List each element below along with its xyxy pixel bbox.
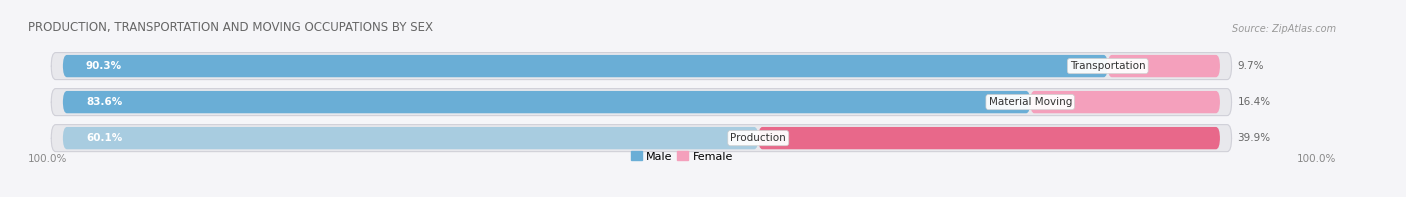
Text: 39.9%: 39.9% bbox=[1237, 133, 1271, 143]
FancyBboxPatch shape bbox=[63, 55, 1108, 77]
FancyBboxPatch shape bbox=[51, 125, 1232, 152]
Text: Production: Production bbox=[730, 133, 786, 143]
FancyBboxPatch shape bbox=[51, 53, 1232, 80]
Text: 90.3%: 90.3% bbox=[86, 61, 122, 71]
FancyBboxPatch shape bbox=[51, 89, 1232, 116]
FancyBboxPatch shape bbox=[1108, 55, 1220, 77]
Text: 100.0%: 100.0% bbox=[1296, 154, 1336, 164]
FancyBboxPatch shape bbox=[63, 91, 1031, 113]
Text: 60.1%: 60.1% bbox=[86, 133, 122, 143]
FancyBboxPatch shape bbox=[758, 127, 1220, 149]
Text: 9.7%: 9.7% bbox=[1237, 61, 1264, 71]
FancyBboxPatch shape bbox=[63, 127, 758, 149]
Text: Material Moving: Material Moving bbox=[988, 97, 1071, 107]
Text: 16.4%: 16.4% bbox=[1237, 97, 1271, 107]
Text: Source: ZipAtlas.com: Source: ZipAtlas.com bbox=[1232, 24, 1336, 34]
FancyBboxPatch shape bbox=[1031, 91, 1220, 113]
Text: 83.6%: 83.6% bbox=[86, 97, 122, 107]
Text: PRODUCTION, TRANSPORTATION AND MOVING OCCUPATIONS BY SEX: PRODUCTION, TRANSPORTATION AND MOVING OC… bbox=[28, 21, 433, 34]
Text: Transportation: Transportation bbox=[1070, 61, 1146, 71]
Legend: Male, Female: Male, Female bbox=[626, 147, 738, 166]
Text: 100.0%: 100.0% bbox=[28, 154, 67, 164]
